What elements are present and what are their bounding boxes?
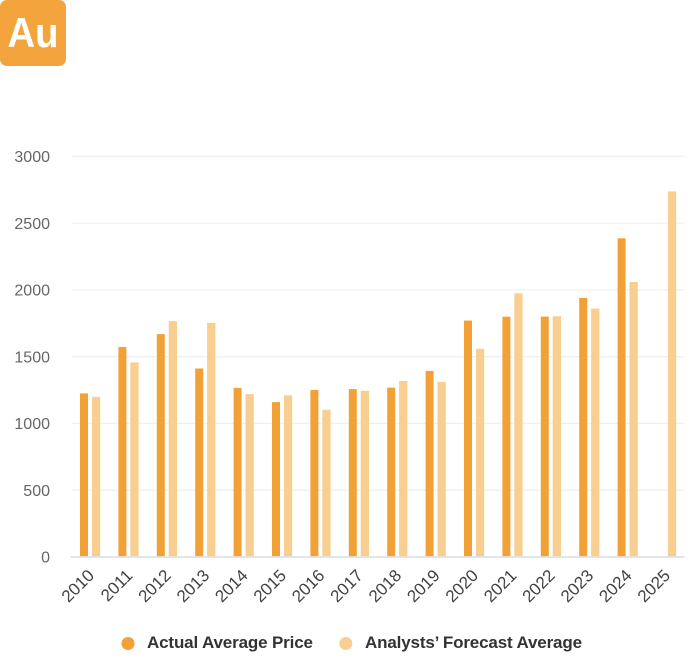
svg-text:0: 0: [41, 550, 50, 567]
svg-text:Actual Average Price: Actual Average Price: [147, 633, 313, 652]
svg-text:1000: 1000: [14, 416, 50, 433]
svg-text:2500: 2500: [14, 216, 50, 233]
svg-text:2000: 2000: [14, 283, 50, 300]
svg-text:Au: Au: [8, 9, 59, 56]
svg-text:Analysts’ Forecast Average: Analysts’ Forecast Average: [365, 633, 582, 652]
svg-text:1500: 1500: [14, 349, 50, 366]
svg-text:500: 500: [23, 483, 50, 500]
svg-text:3000: 3000: [14, 149, 50, 166]
